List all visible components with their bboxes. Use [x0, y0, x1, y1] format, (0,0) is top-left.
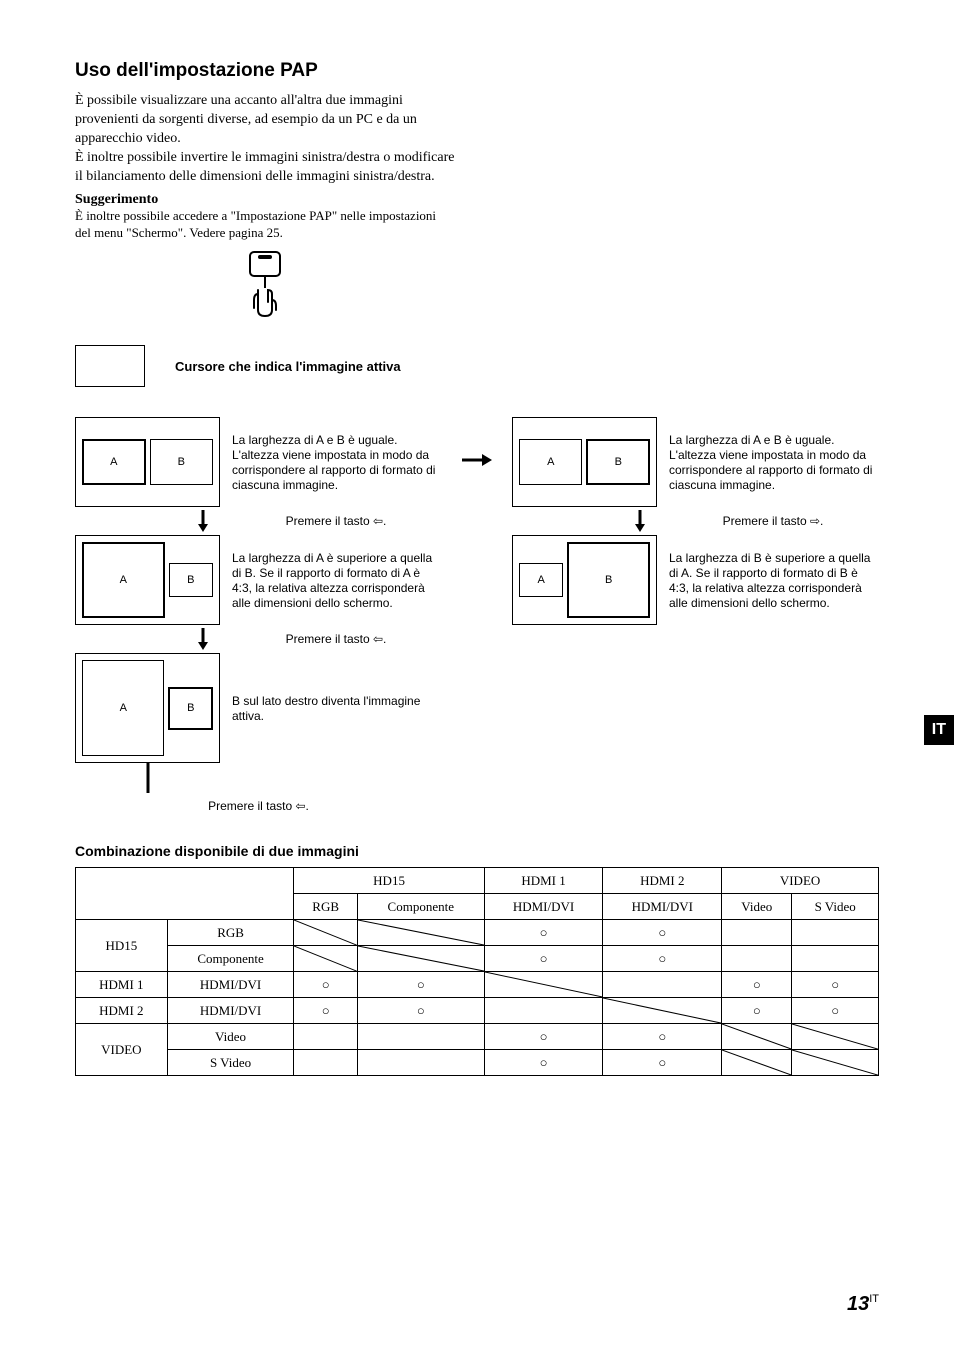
pane-a: A	[82, 660, 164, 756]
th-hdmidvi: HDMI/DVI	[484, 894, 603, 920]
th-comp: Componente	[357, 894, 484, 920]
intro-paragraph-1: È possibile visualizzare una accanto all…	[75, 92, 455, 149]
cell-ok: ○	[294, 998, 357, 1024]
pane-b: B	[168, 687, 213, 730]
cell-ok: ○	[792, 972, 879, 998]
page-num: 13	[847, 1293, 869, 1315]
combo-title: Combinazione disponibile di due immagini	[75, 843, 879, 859]
right-column: A B La larghezza di A e B è uguale. L'al…	[512, 417, 879, 813]
cell-ok: ○	[357, 998, 484, 1024]
cell-diag	[792, 1024, 879, 1050]
row-video: VIDEO	[76, 1024, 168, 1076]
th-vid: Video	[722, 894, 792, 920]
cursor-indicator-row: Cursore che indica l'immagine attiva	[75, 345, 879, 387]
cell-ok: ○	[603, 920, 722, 946]
cell-diag	[603, 998, 722, 1024]
tip-label: Suggerimento	[75, 192, 879, 208]
pane-b: B	[150, 439, 213, 485]
cell-diag	[357, 920, 484, 946]
th-video: VIDEO	[722, 868, 879, 894]
press-left-2: Premere il tasto ⇦.	[286, 632, 387, 646]
intro-paragraph-2: È inoltre possibile invertire le immagin…	[75, 149, 455, 187]
row-hdmi1: HDMI 1	[76, 972, 168, 998]
arrow-down-icon	[568, 510, 713, 532]
pane-b: B	[567, 542, 650, 618]
press-right-1: Premere il tasto ⇨.	[723, 514, 824, 528]
cell-diag	[722, 1050, 792, 1076]
row-comp: Componente	[167, 946, 294, 972]
page-number: 13IT	[847, 1293, 879, 1316]
cell-ok: ○	[484, 1050, 603, 1076]
screen-left-2: A B	[75, 535, 220, 625]
center-arrow	[462, 417, 492, 813]
press-left-1: Premere il tasto ⇦.	[286, 514, 387, 528]
th-rgb: RGB	[294, 894, 357, 920]
cell-ok: ○	[722, 998, 792, 1024]
row-hdmidvi: HDMI/DVI	[167, 998, 294, 1024]
row-hdmi2: HDMI 2	[76, 998, 168, 1024]
arrow-down-icon	[131, 510, 276, 532]
desc-right-2: La larghezza di B è superiore a quella d…	[669, 549, 879, 611]
screen-right-1: A B	[512, 417, 657, 507]
cell-ok: ○	[484, 946, 603, 972]
pane-a: A	[519, 563, 563, 597]
press-left-3: Premere il tasto ⇦.	[75, 799, 442, 813]
desc-right-1: La larghezza di A e B è uguale. L'altezz…	[669, 431, 879, 493]
cell-diag	[722, 1024, 792, 1050]
th-hdmi2: HDMI 2	[603, 868, 722, 894]
cell-ok: ○	[603, 1024, 722, 1050]
cell-diag	[294, 920, 357, 946]
pane-a: A	[519, 439, 582, 485]
cursor-text: Cursore che indica l'immagine attiva	[175, 359, 401, 374]
desc-left-3: B sul lato destro diventa l'immagine att…	[232, 692, 442, 724]
remote-illustration	[75, 250, 455, 325]
cell-ok: ○	[792, 998, 879, 1024]
cell-diag	[357, 946, 484, 972]
desc-left-2: La larghezza di A è superiore a quella d…	[232, 549, 442, 611]
cell-ok: ○	[357, 972, 484, 998]
th-hdmi1: HDMI 1	[484, 868, 603, 894]
page-lang: IT	[869, 1293, 879, 1305]
th-svid: S Video	[792, 894, 879, 920]
row-vid: Video	[167, 1024, 294, 1050]
cell-diag	[484, 972, 603, 998]
left-column: A B La larghezza di A e B è uguale. L'al…	[75, 417, 442, 813]
cell-ok: ○	[484, 1024, 603, 1050]
cursor-box	[75, 345, 145, 387]
row-rgb: RGB	[167, 920, 294, 946]
side-language-tab: IT	[924, 715, 954, 745]
arrow-down-icon	[131, 628, 276, 650]
desc-left-1: La larghezza di A e B è uguale. L'altezz…	[232, 431, 442, 493]
arrow-down-icon	[75, 763, 220, 793]
combo-table: HD15 HDMI 1 HDMI 2 VIDEO RGB Componente …	[75, 867, 879, 1076]
screen-left-3: A B	[75, 653, 220, 763]
row-hdmidvi: HDMI/DVI	[167, 972, 294, 998]
pane-a: A	[82, 542, 165, 618]
screen-right-2: A B	[512, 535, 657, 625]
cell-diag	[792, 1050, 879, 1076]
cell-ok: ○	[294, 972, 357, 998]
th-hd15: HD15	[294, 868, 484, 894]
cell-ok: ○	[603, 1050, 722, 1076]
cell-ok: ○	[722, 972, 792, 998]
cell-diag	[294, 946, 357, 972]
row-svid: S Video	[167, 1050, 294, 1076]
row-hd15: HD15	[76, 920, 168, 972]
cell-ok: ○	[603, 946, 722, 972]
tip-text: È inoltre possibile accedere a "Impostaz…	[75, 208, 455, 242]
pane-a: A	[82, 439, 146, 485]
pane-b: B	[169, 563, 213, 597]
section-title: Uso dell'impostazione PAP	[75, 60, 879, 82]
cell-ok: ○	[484, 920, 603, 946]
pane-b: B	[586, 439, 650, 485]
screen-left-1: A B	[75, 417, 220, 507]
th-hdmidvi: HDMI/DVI	[603, 894, 722, 920]
